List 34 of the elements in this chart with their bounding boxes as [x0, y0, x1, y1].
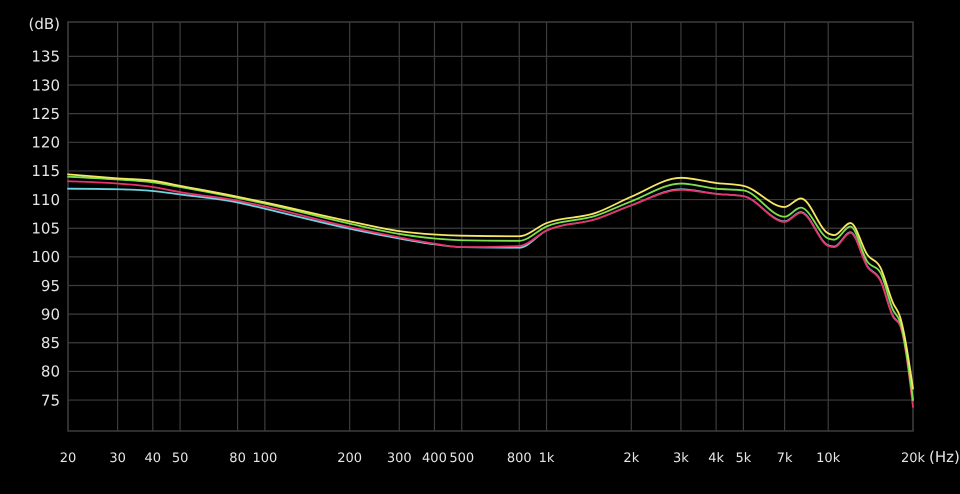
- x-tick-label: 300: [386, 451, 412, 466]
- x-tick-label: 100: [252, 451, 278, 466]
- x-tick-label: 20k: [900, 451, 926, 466]
- y-tick-label: 105: [31, 219, 60, 238]
- y-tick-label: 130: [31, 76, 60, 94]
- x-tick-label: 200: [337, 451, 362, 466]
- y-axis-title: (dB): [28, 15, 60, 33]
- y-tick-label: 120: [31, 134, 60, 152]
- y-tick-label: 110: [31, 190, 60, 209]
- x-tick-label: 800: [506, 451, 532, 466]
- x-tick-label: 5k: [736, 451, 752, 466]
- x-tick-label: 80: [229, 451, 246, 466]
- x-tick-label: 1k: [538, 451, 555, 466]
- x-tick-label: 40: [144, 451, 162, 466]
- x-tick-label: 4k: [708, 451, 724, 466]
- x-tick-label: 500: [449, 451, 474, 466]
- y-tick-label: 75: [40, 391, 60, 410]
- x-tick-label: 400: [422, 451, 447, 466]
- y-tick-label: 100: [31, 248, 60, 266]
- x-tick-label: 20: [60, 451, 76, 466]
- x-axis-title: (Hz): [929, 448, 960, 466]
- y-tick-label: 135: [31, 48, 60, 66]
- y-tick-label: 90: [40, 305, 60, 324]
- y-tick-label: 125: [31, 104, 60, 123]
- x-tick-label: 2k: [623, 451, 640, 466]
- x-tick-label: 7k: [776, 451, 793, 466]
- y-tick-label: 115: [31, 162, 60, 180]
- x-tick-label: 10k: [816, 451, 841, 466]
- y-tick-label: 95: [40, 276, 60, 295]
- y-tick-label: 85: [40, 334, 60, 352]
- y-tick-label: 80: [40, 362, 60, 381]
- x-tick-label: 50: [172, 451, 188, 466]
- x-tick-label: 3k: [673, 451, 690, 466]
- x-tick-label: 30: [109, 451, 126, 466]
